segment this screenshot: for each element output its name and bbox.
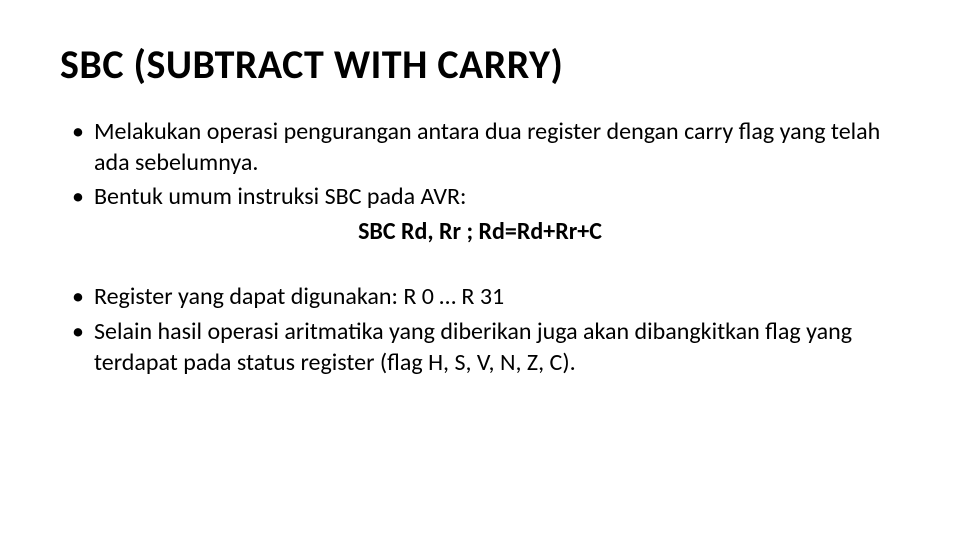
- slide: SBC (SUBTRACT WITH CARRY) Melakukan oper…: [0, 0, 960, 540]
- list-item: Register yang dapat digunakan: R 0 … R 3…: [72, 282, 900, 313]
- code-line: SBC Rd, Rr ; Rd=Rd+Rr+C: [60, 217, 900, 246]
- slide-title: SBC (SUBTRACT WITH CARRY): [60, 40, 900, 89]
- bullet-list-bottom: Register yang dapat digunakan: R 0 … R 3…: [72, 282, 900, 378]
- list-item: Bentuk umum instruksi SBC pada AVR:: [72, 182, 900, 213]
- bullet-list-top: Melakukan operasi pengurangan antara dua…: [72, 117, 900, 213]
- spacer: [60, 248, 900, 282]
- list-item: Selain hasil operasi aritmatika yang dib…: [72, 317, 900, 378]
- list-item: Melakukan operasi pengurangan antara dua…: [72, 117, 900, 178]
